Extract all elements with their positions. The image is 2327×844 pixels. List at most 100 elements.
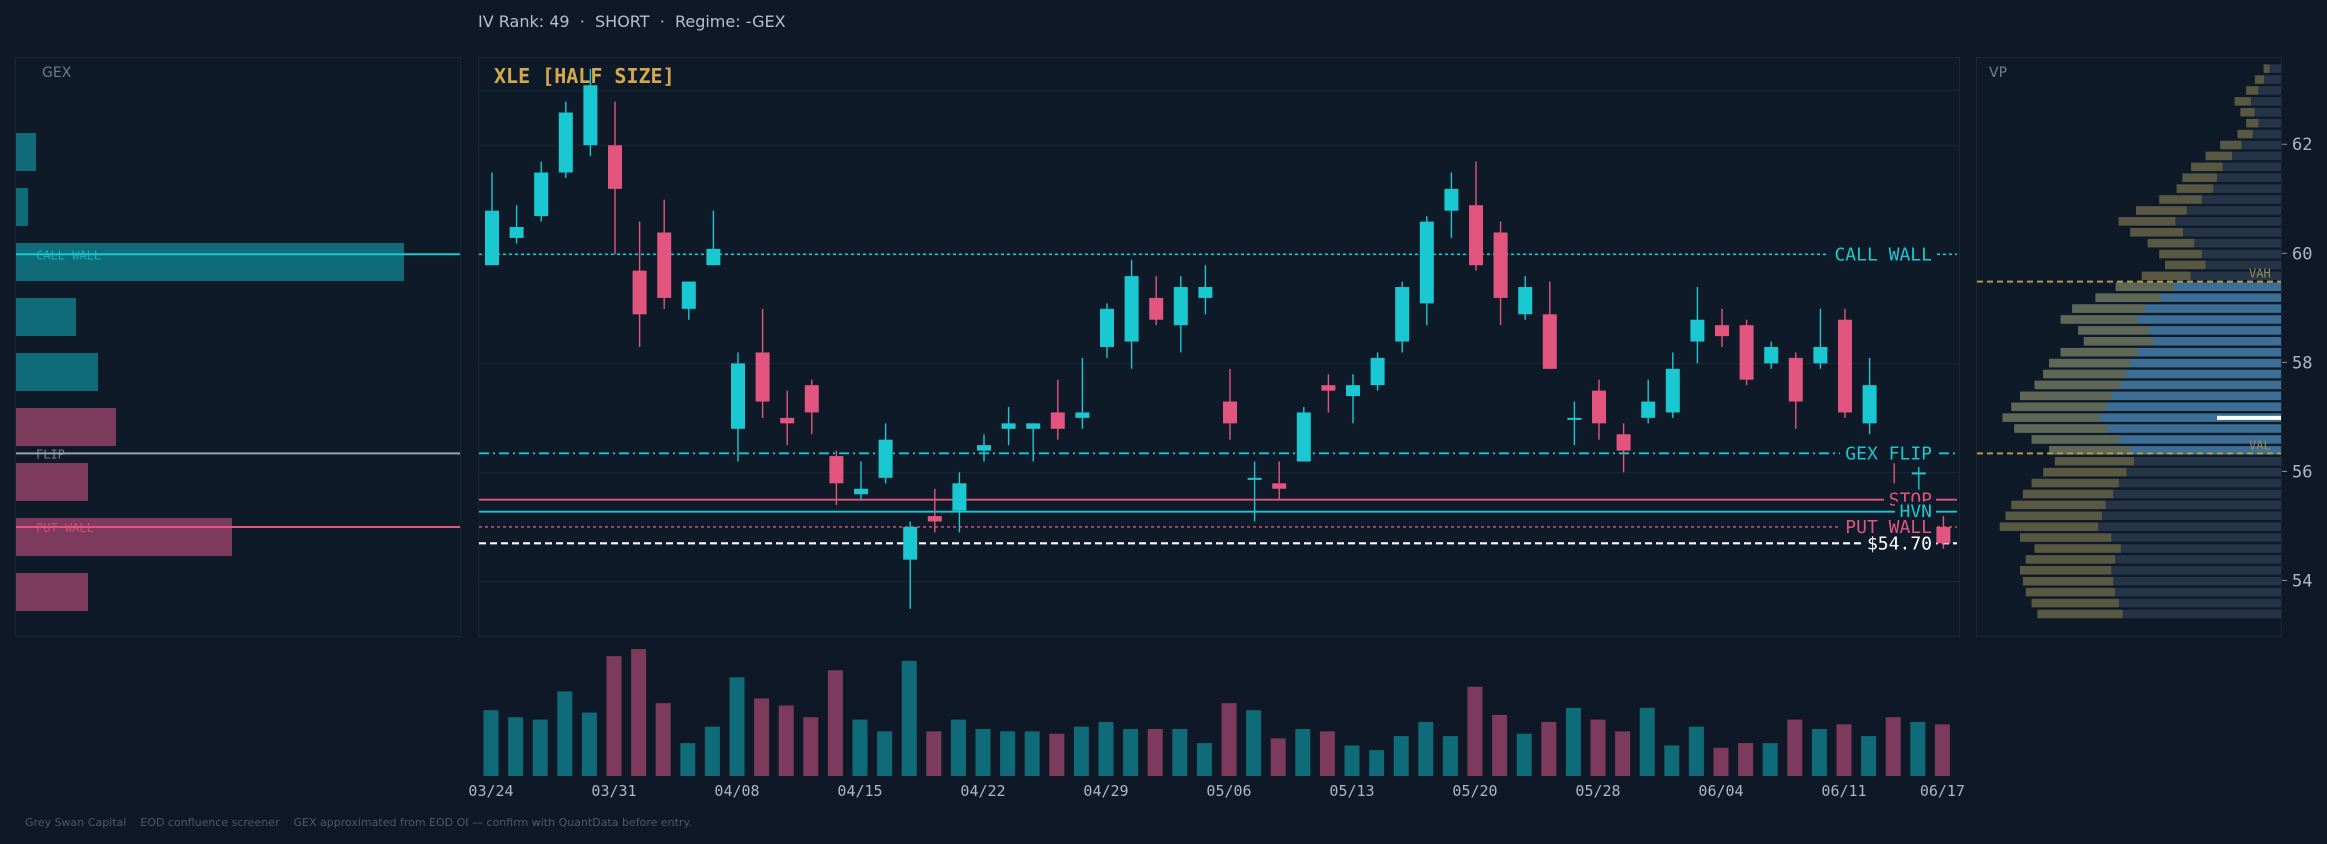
put-wall-label-bg bbox=[1840, 516, 1936, 537]
candle-body bbox=[1395, 287, 1410, 342]
candle-body bbox=[1788, 357, 1803, 402]
volume-bar bbox=[508, 717, 524, 776]
vp-bar-shade bbox=[2072, 304, 2146, 313]
vp-bar bbox=[2234, 97, 2281, 106]
volume-profile-plot: VAH VAL bbox=[1977, 64, 2297, 619]
vah-label: VAH bbox=[2249, 267, 2271, 281]
candle-body bbox=[1616, 434, 1631, 451]
vp-bar bbox=[2159, 195, 2281, 204]
volume-bar bbox=[1172, 729, 1188, 776]
candle-body bbox=[780, 417, 795, 424]
volume-bar bbox=[1639, 707, 1655, 776]
vp-bar-shade bbox=[2191, 162, 2223, 172]
volume-bar bbox=[557, 691, 573, 776]
vp-bar bbox=[2220, 140, 2281, 150]
candle-body bbox=[1247, 477, 1262, 480]
candle-body bbox=[804, 385, 819, 413]
chart-title: XLE [HALF SIZE] bbox=[494, 64, 675, 88]
vp-bar-shade bbox=[2263, 64, 2270, 73]
candle-body bbox=[1911, 472, 1926, 475]
vp-bar-shade bbox=[2002, 413, 2101, 422]
footer-product: EOD confluence screener bbox=[140, 816, 280, 829]
vp-bar-shade bbox=[2237, 129, 2253, 139]
volume-bar bbox=[532, 719, 548, 776]
candle-body bbox=[903, 526, 918, 560]
candle-body bbox=[1223, 401, 1237, 424]
volume-bar bbox=[827, 670, 843, 776]
candle-body bbox=[509, 227, 524, 238]
candle-body bbox=[829, 456, 844, 484]
vp-bar-shade bbox=[2011, 500, 2106, 510]
volume-bar bbox=[1295, 729, 1311, 776]
volume-bar bbox=[950, 719, 966, 776]
volume-bar bbox=[1467, 686, 1483, 776]
candle-body bbox=[534, 172, 549, 217]
volume-bar bbox=[1000, 731, 1016, 776]
vp-bar bbox=[2141, 271, 2281, 281]
volume-bar bbox=[1147, 729, 1163, 776]
vp-bar-shade bbox=[2014, 424, 2108, 433]
volume-bar bbox=[1762, 743, 1778, 776]
candle-body bbox=[927, 516, 942, 522]
last-price-label: $54.70 bbox=[1867, 533, 1932, 554]
candle-body bbox=[1764, 347, 1779, 364]
volume-bar bbox=[1442, 736, 1458, 776]
volume-bar bbox=[1590, 719, 1606, 776]
candle-body bbox=[706, 248, 721, 266]
candle-body bbox=[1100, 308, 1114, 347]
vp-bar bbox=[2182, 173, 2281, 182]
gex-flip-label: GEX FLIP bbox=[1845, 443, 1932, 464]
volume-bar bbox=[1098, 721, 1114, 776]
vp-bar bbox=[2034, 544, 2281, 553]
vp-bar-shade bbox=[2043, 467, 2127, 477]
gex-bar bbox=[16, 408, 116, 446]
vp-bar-shade bbox=[2020, 566, 2112, 575]
candle-body bbox=[1739, 325, 1754, 380]
vp-bar-shade bbox=[2049, 358, 2131, 368]
vp-bar-shade bbox=[2176, 184, 2214, 193]
gex-bar bbox=[16, 133, 36, 171]
volume-bar bbox=[803, 717, 819, 776]
vp-bar-shade bbox=[2240, 108, 2255, 117]
volume-bar bbox=[1418, 721, 1434, 776]
gex-panel-title: GEX bbox=[42, 65, 72, 81]
volume-profile-panel: VAH VAL VP bbox=[1976, 57, 2297, 637]
vp-bar bbox=[2049, 358, 2281, 368]
candle-body bbox=[1272, 483, 1287, 489]
candle-body bbox=[854, 488, 868, 495]
vp-bar bbox=[2043, 369, 2281, 379]
volume-bar bbox=[1787, 719, 1803, 776]
volume-bar bbox=[483, 710, 499, 776]
volume-bar bbox=[581, 712, 597, 776]
volume-bar bbox=[975, 729, 991, 776]
hvn-label-bg bbox=[1895, 501, 1936, 522]
candle-body bbox=[1296, 412, 1311, 462]
vp-bar-shade bbox=[2095, 293, 2161, 302]
candle-body bbox=[1518, 287, 1533, 315]
vp-bar-shade bbox=[1999, 522, 2099, 531]
volume-bar bbox=[1196, 743, 1212, 776]
vp-bar bbox=[2005, 511, 2281, 521]
volume-bar bbox=[1246, 710, 1262, 776]
volume-bar bbox=[1664, 745, 1680, 776]
vp-bar-shade bbox=[2037, 609, 2123, 619]
iv-rank: IV Rank: 49 bbox=[478, 12, 570, 31]
call-wall-label-bg bbox=[1829, 244, 1936, 265]
candle-body bbox=[1936, 526, 1951, 544]
candle-body bbox=[681, 281, 696, 309]
candle-body bbox=[1346, 385, 1360, 397]
candle-body bbox=[1641, 401, 1656, 418]
volume-bar bbox=[655, 703, 671, 776]
volume-bar bbox=[704, 726, 720, 776]
vp-bar bbox=[2263, 64, 2281, 73]
candle-body bbox=[1838, 319, 1852, 413]
vp-bar-shade bbox=[2025, 555, 2116, 564]
vp-bar-shade bbox=[2031, 598, 2119, 608]
candle-body bbox=[1419, 221, 1434, 304]
volume-bar bbox=[1885, 717, 1901, 776]
volume-bar bbox=[754, 698, 770, 776]
candle-body bbox=[1862, 385, 1877, 424]
gex-bar bbox=[16, 298, 76, 336]
vp-bar-shade bbox=[2141, 271, 2191, 281]
